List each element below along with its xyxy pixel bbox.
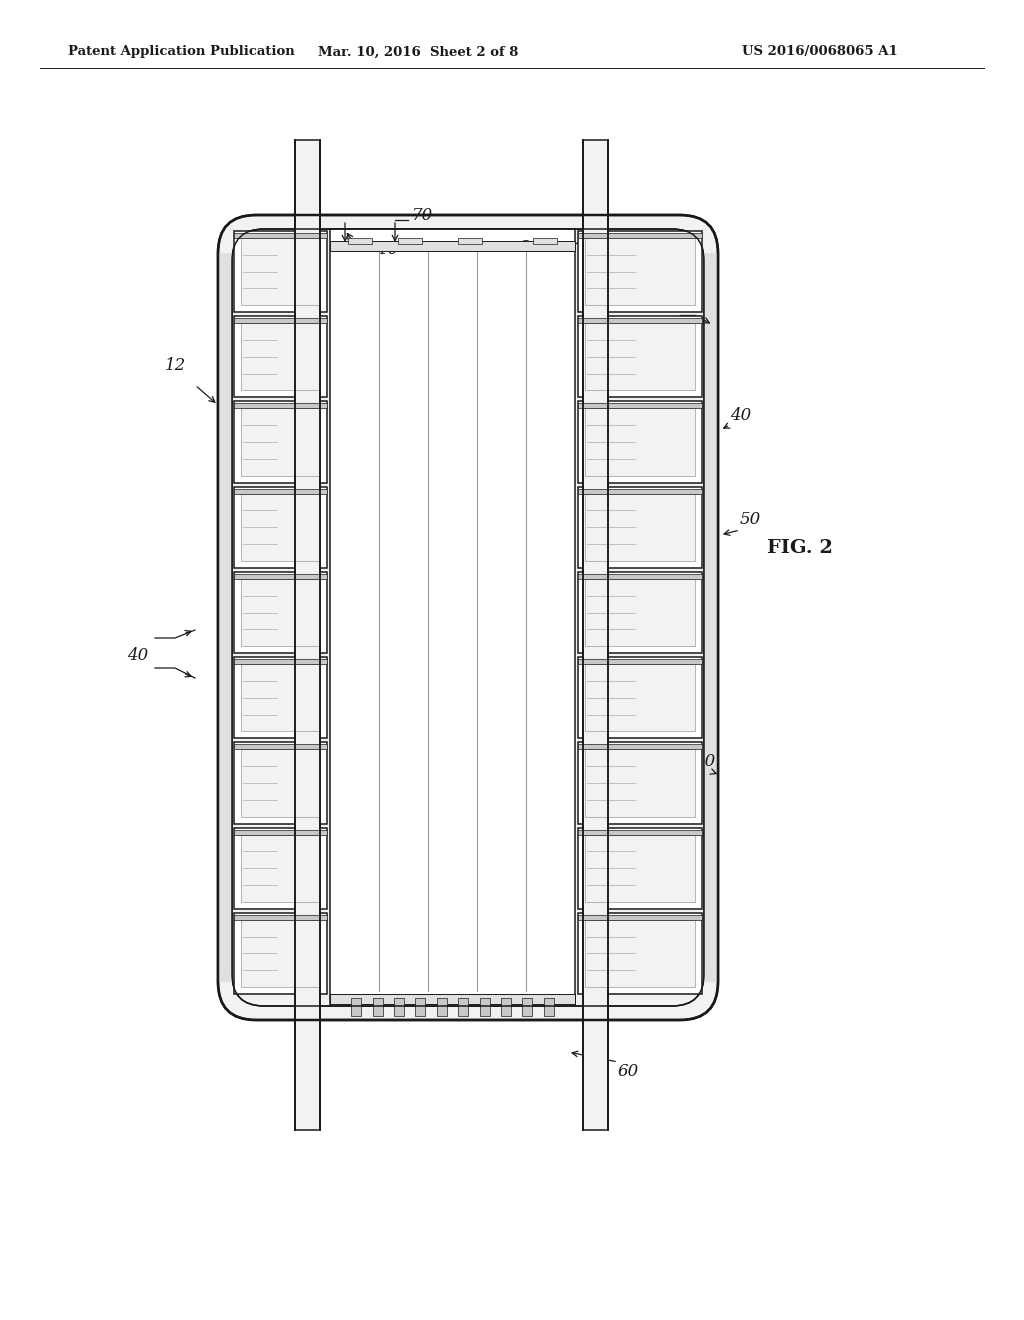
Bar [544,998,554,1016]
Text: 30: 30 [519,239,541,256]
Bar [522,998,532,1016]
Bar [585,494,695,561]
Text: 50: 50 [740,511,761,528]
Bar [578,231,702,313]
Bar [373,998,383,1016]
Text: Mar. 10, 2016  Sheet 2 of 8: Mar. 10, 2016 Sheet 2 of 8 [317,45,518,58]
Bar [394,998,404,1016]
Bar [578,234,702,238]
Bar [330,242,575,251]
Bar [578,404,702,408]
Bar [578,744,702,750]
Bar [295,140,319,1130]
Bar [458,998,468,1016]
Text: 40: 40 [730,407,752,424]
Bar [234,317,327,397]
Bar [348,238,372,244]
Bar [234,829,327,834]
Bar [578,574,702,579]
Bar [241,664,319,731]
Bar [351,998,361,1016]
Bar [234,488,327,494]
Bar [585,323,695,391]
Bar [241,323,319,391]
Bar [234,404,327,408]
Bar [534,238,557,244]
Bar [234,574,327,579]
Bar [234,744,327,750]
FancyBboxPatch shape [218,215,718,1020]
Text: 10: 10 [378,242,399,259]
Bar [578,659,702,664]
Bar [578,317,702,397]
Bar [578,318,702,323]
Bar [330,228,575,1006]
Text: 12: 12 [165,356,185,374]
Bar [585,750,695,817]
Bar [585,920,695,987]
Text: 40: 40 [127,647,148,664]
Bar [705,253,718,982]
Bar [578,742,702,824]
Bar [234,659,327,664]
Text: 60: 60 [618,1064,639,1081]
Bar [234,915,327,920]
Bar [585,408,695,475]
Bar [585,238,695,305]
Bar [241,920,319,987]
Bar [578,572,702,653]
Bar [234,742,327,824]
Bar [241,494,319,561]
Bar [583,140,608,1130]
Bar [241,834,319,902]
Bar [241,238,319,305]
Bar [578,657,702,738]
Bar [234,828,327,908]
Bar [330,994,575,1005]
Bar [578,488,702,494]
Bar [578,915,702,920]
Text: FIG. 2: FIG. 2 [767,539,833,557]
Bar [234,234,327,238]
Bar [241,579,319,645]
Text: 40: 40 [680,297,701,314]
Bar [458,238,482,244]
Bar [234,487,327,568]
FancyBboxPatch shape [232,228,705,1006]
Bar [501,998,511,1016]
Bar [479,998,489,1016]
Text: US 2016/0068065 A1: US 2016/0068065 A1 [742,45,898,58]
Text: 70: 70 [412,206,433,223]
Bar [241,408,319,475]
Bar [578,828,702,908]
Bar [437,998,446,1016]
Bar [234,912,327,994]
Bar [585,834,695,902]
Text: Patent Application Publication: Patent Application Publication [68,45,295,58]
Bar [578,912,702,994]
Bar [578,487,702,568]
Bar [234,657,327,738]
Bar [585,579,695,645]
Bar [234,318,327,323]
Bar [416,998,425,1016]
Bar [585,664,695,731]
Text: 10: 10 [695,754,716,771]
Bar [241,750,319,817]
Bar [578,401,702,483]
Bar [218,253,232,982]
Bar [234,572,327,653]
Bar [578,829,702,834]
Bar [398,238,422,244]
Bar [234,401,327,483]
Bar [234,231,327,313]
